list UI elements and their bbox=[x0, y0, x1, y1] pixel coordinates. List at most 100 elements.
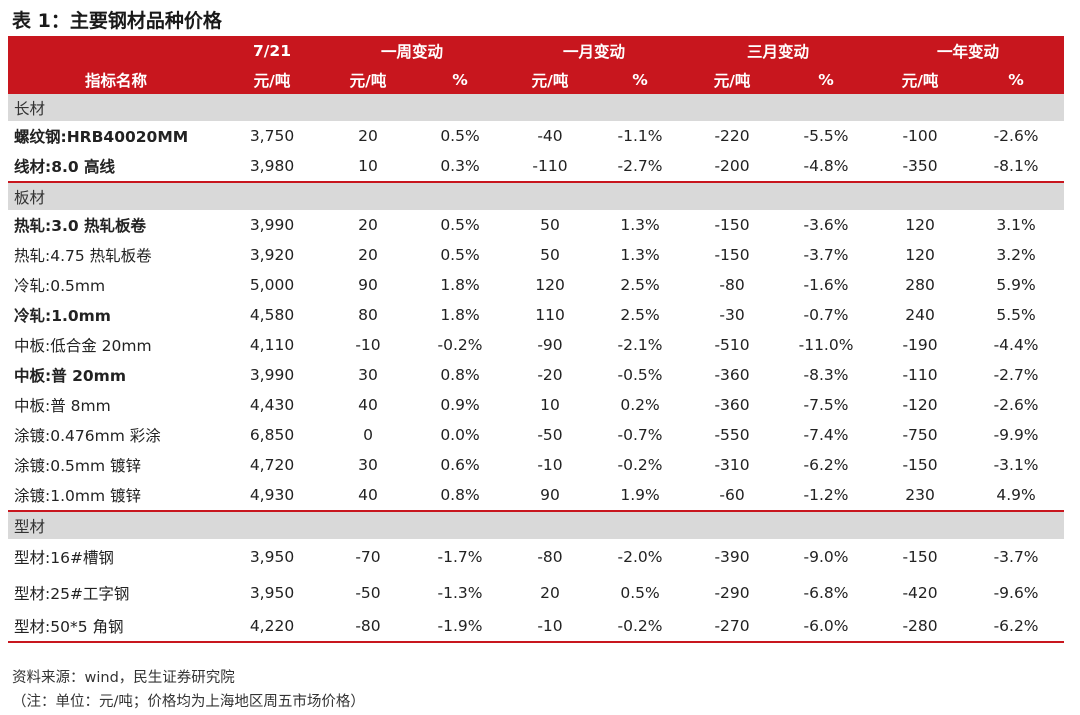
table-cell: 80 bbox=[320, 300, 416, 330]
table-row: 型材:16#槽钢 3,950 -70 -1.7% -80 -2.0% -390 -9.0% -1… bbox=[8, 539, 1064, 575]
table-cell: -280 bbox=[872, 611, 968, 642]
unit-note: （注：单位：元/吨；价格均为上海地区周五市场价格） bbox=[12, 690, 365, 711]
header-unit: 元/吨 bbox=[504, 65, 596, 94]
table-cell: -6.2% bbox=[968, 611, 1064, 642]
table-cell: 4,580 bbox=[224, 300, 320, 330]
table-cell: 3,750 bbox=[224, 121, 320, 151]
table-cell: -7.4% bbox=[780, 420, 872, 450]
table-cell: -11.0% bbox=[780, 330, 872, 360]
table-cell: -10 bbox=[504, 611, 596, 642]
table-cell: -70 bbox=[320, 539, 416, 575]
table-cell: 4.9% bbox=[968, 480, 1064, 511]
table-cell: -1.6% bbox=[780, 270, 872, 300]
table-cell: -190 bbox=[872, 330, 968, 360]
header-unit: 元/吨 bbox=[872, 65, 968, 94]
table-cell: 5.5% bbox=[968, 300, 1064, 330]
table-cell: 3,990 bbox=[224, 360, 320, 390]
header-unit: 元/吨 bbox=[320, 65, 416, 94]
table-cell: 240 bbox=[872, 300, 968, 330]
table-cell: 120 bbox=[872, 240, 968, 270]
table-cell: 3.1% bbox=[968, 210, 1064, 240]
table-cell: -30 bbox=[684, 300, 780, 330]
category-label: 板材 bbox=[8, 182, 1064, 210]
table-cell: -10 bbox=[320, 330, 416, 360]
table-cell: -3.7% bbox=[780, 240, 872, 270]
table-row: 型材:50*5 角钢 4,220 -80 -1.9% -10 -0.2% -270 -6.0%… bbox=[8, 611, 1064, 642]
table-cell: -0.2% bbox=[416, 330, 504, 360]
table-cell: -350 bbox=[872, 151, 968, 182]
table-cell: -3.7% bbox=[968, 539, 1064, 575]
header-unit: % bbox=[780, 65, 872, 94]
table-cell: 1.8% bbox=[416, 270, 504, 300]
table-cell: 0.5% bbox=[416, 240, 504, 270]
table-cell: 20 bbox=[320, 240, 416, 270]
table-cell: 0.6% bbox=[416, 450, 504, 480]
table-cell: -150 bbox=[684, 210, 780, 240]
table-cell: -360 bbox=[684, 390, 780, 420]
table-cell: 0.8% bbox=[416, 360, 504, 390]
table-cell: 4,720 bbox=[224, 450, 320, 480]
row-label: 线材:8.0 高线 bbox=[8, 151, 224, 182]
category-row: 型材 bbox=[8, 511, 1064, 539]
table-cell: -10 bbox=[504, 450, 596, 480]
table-cell: -0.2% bbox=[596, 611, 684, 642]
table-cell: -6.2% bbox=[780, 450, 872, 480]
category-row: 长材 bbox=[8, 94, 1064, 121]
row-label: 螺纹钢:HRB40020MM bbox=[8, 121, 224, 151]
table-cell: -550 bbox=[684, 420, 780, 450]
table-cell: 2.5% bbox=[596, 270, 684, 300]
table-cell: 4,430 bbox=[224, 390, 320, 420]
header-row-periods: 7/21 一周变动 一月变动 三月变动 一年变动 bbox=[8, 36, 1064, 65]
table-cell: -4.4% bbox=[968, 330, 1064, 360]
steel-price-table: 7/21 一周变动 一月变动 三月变动 一年变动 指标名称 元/吨 元/吨 % … bbox=[8, 36, 1064, 643]
table-cell: 3,980 bbox=[224, 151, 320, 182]
table-cell: -200 bbox=[684, 151, 780, 182]
table-cell: 30 bbox=[320, 450, 416, 480]
table-cell: 0 bbox=[320, 420, 416, 450]
row-label: 型材:16#槽钢 bbox=[8, 539, 224, 575]
row-label: 冷轧:0.5mm bbox=[8, 270, 224, 300]
row-label: 型材:25#工字钢 bbox=[8, 575, 224, 611]
table-cell: -8.3% bbox=[780, 360, 872, 390]
table-cell: -2.7% bbox=[968, 360, 1064, 390]
table-cell: 1.9% bbox=[596, 480, 684, 511]
header-unit: % bbox=[416, 65, 504, 94]
table-cell: -80 bbox=[320, 611, 416, 642]
row-label: 涂镀:0.5mm 镀锌 bbox=[8, 450, 224, 480]
table-cell: 3,950 bbox=[224, 539, 320, 575]
table-cell: -5.5% bbox=[780, 121, 872, 151]
table-cell: -750 bbox=[872, 420, 968, 450]
table-cell: 1.3% bbox=[596, 240, 684, 270]
table-row: 螺纹钢:HRB40020MM 3,750 20 0.5% -40 -1.1% -220 -5.… bbox=[8, 121, 1064, 151]
table-row: 中板:普 8mm 4,430 40 0.9% 10 0.2% -360 -7.5% -120 -2… bbox=[8, 390, 1064, 420]
table-row: 热轧:3.0 热轧板卷 3,990 20 0.5% 50 1.3% -150 -3.6% 120… bbox=[8, 210, 1064, 240]
table-cell: 90 bbox=[320, 270, 416, 300]
table-cell: -510 bbox=[684, 330, 780, 360]
table-cell: 4,930 bbox=[224, 480, 320, 511]
table-cell: -390 bbox=[684, 539, 780, 575]
category-label: 长材 bbox=[8, 94, 1064, 121]
header-year-change: 一年变动 bbox=[872, 36, 1064, 65]
table-cell: -1.1% bbox=[596, 121, 684, 151]
table-cell: 50 bbox=[504, 210, 596, 240]
table-cell: -3.6% bbox=[780, 210, 872, 240]
table-cell: -50 bbox=[504, 420, 596, 450]
header-unit: 元/吨 bbox=[224, 65, 320, 94]
row-label: 中板:低合金 20mm bbox=[8, 330, 224, 360]
table-cell: 1.3% bbox=[596, 210, 684, 240]
row-label: 冷轧:1.0mm bbox=[8, 300, 224, 330]
header-date: 7/21 bbox=[224, 36, 320, 65]
row-label: 中板:普 8mm bbox=[8, 390, 224, 420]
table-cell: -150 bbox=[684, 240, 780, 270]
table-cell: 280 bbox=[872, 270, 968, 300]
table-cell: 0.5% bbox=[416, 210, 504, 240]
header-row-units: 指标名称 元/吨 元/吨 % 元/吨 % 元/吨 % 元/吨 % bbox=[8, 65, 1064, 94]
table-cell: -0.2% bbox=[596, 450, 684, 480]
table-cell: 90 bbox=[504, 480, 596, 511]
table-cell: 0.5% bbox=[596, 575, 684, 611]
table-cell: -40 bbox=[504, 121, 596, 151]
source-note: 资料来源：wind，民生证券研究院 bbox=[12, 666, 235, 687]
row-label: 涂镀:1.0mm 镀锌 bbox=[8, 480, 224, 511]
table-row: 冷轧:1.0mm 4,580 80 1.8% 110 2.5% -30 -0.7% 240 5.5… bbox=[8, 300, 1064, 330]
table-cell: -310 bbox=[684, 450, 780, 480]
